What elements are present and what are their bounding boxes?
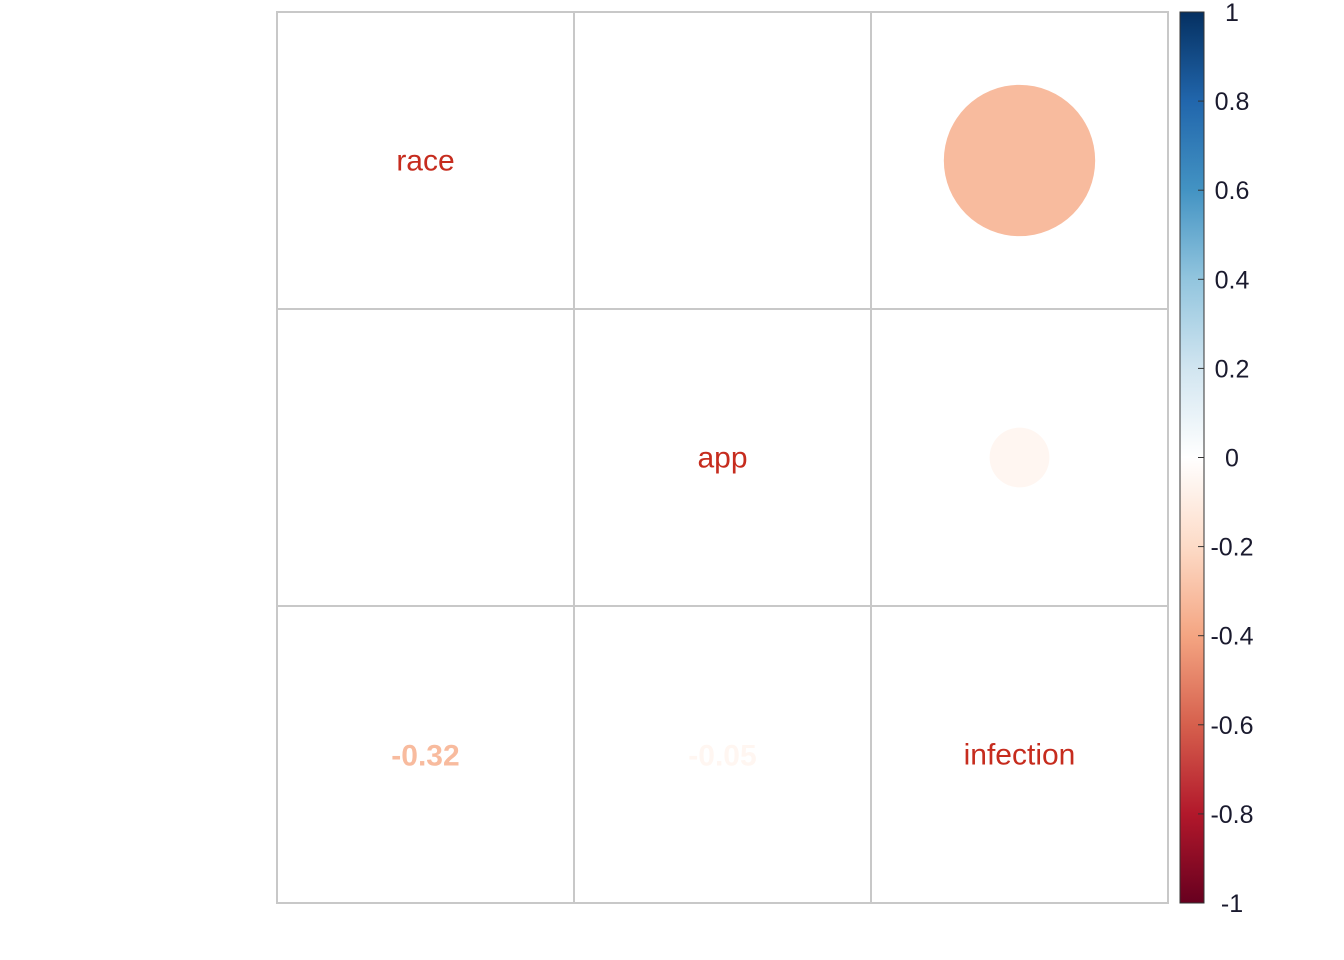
colorbar-tick-label: 0 [1225, 445, 1239, 473]
correlation-circle [944, 85, 1095, 236]
correlation-value-label: -0.32 [391, 740, 459, 773]
colorbar-tick-label: -1 [1221, 890, 1243, 918]
colorbar-tick-label: 0.8 [1215, 88, 1250, 116]
colorbar-tick-label: 0.6 [1215, 177, 1250, 205]
grid-cell [277, 309, 574, 606]
colorbar-tick-label: -0.6 [1210, 712, 1253, 740]
correlation-circle [990, 428, 1050, 488]
colorbar: 1 0.8 0.6 0.4 0.2 0 -0.2 -0.4 -0.6 -0.8 -1 [1180, 0, 1254, 918]
colorbar-tick-label: -0.4 [1210, 623, 1253, 651]
correlation-value-label: -0.05 [688, 740, 756, 773]
colorbar-tick-label: 1 [1225, 0, 1239, 27]
grid-cell [574, 12, 871, 309]
diagonal-label: app [697, 442, 747, 475]
colorbar-tick-label: 0.4 [1215, 266, 1250, 294]
colorbar-tick-label: -0.2 [1210, 534, 1253, 562]
diagonal-label: infection [964, 739, 1076, 772]
diagonal-label: race [396, 145, 454, 178]
colorbar-ticks: 1 0.8 0.6 0.4 0.2 0 -0.2 -0.4 -0.6 -0.8 -1 [1198, 0, 1254, 918]
colorbar-tick-label: 0.2 [1215, 355, 1250, 383]
colorbar-tick-label: -0.8 [1210, 801, 1253, 829]
